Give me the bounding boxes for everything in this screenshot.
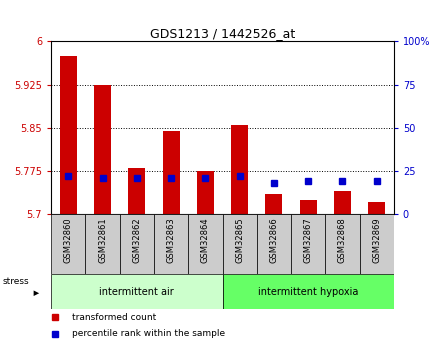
Bar [231, 125, 248, 214]
Bar [128, 168, 146, 214]
Bar [120, 214, 154, 274]
Bar [222, 214, 257, 274]
Bar [154, 214, 188, 274]
Bar [162, 130, 180, 214]
Bar [60, 56, 77, 214]
Bar [51, 274, 223, 309]
Bar [334, 191, 351, 214]
Text: GSM32864: GSM32864 [201, 217, 210, 263]
Text: GSM32866: GSM32866 [269, 217, 279, 263]
Text: GSM32861: GSM32861 [98, 217, 107, 263]
Text: intermittent air: intermittent air [100, 287, 174, 296]
Bar [85, 214, 120, 274]
Text: GSM32863: GSM32863 [166, 217, 176, 263]
Bar [222, 274, 394, 309]
Bar [51, 214, 85, 274]
Bar [368, 203, 385, 214]
Text: transformed count: transformed count [72, 313, 156, 322]
Bar [94, 85, 111, 214]
Text: GSM32862: GSM32862 [132, 217, 142, 263]
Text: GSM32860: GSM32860 [64, 217, 73, 263]
Text: GSM32865: GSM32865 [235, 217, 244, 263]
Bar [188, 214, 222, 274]
Text: stress: stress [3, 277, 29, 286]
Text: GSM32869: GSM32869 [372, 217, 381, 263]
Bar [299, 199, 317, 214]
Title: GDS1213 / 1442526_at: GDS1213 / 1442526_at [150, 27, 295, 40]
Bar [360, 214, 394, 274]
Text: GSM32867: GSM32867 [303, 217, 313, 263]
Bar [291, 214, 325, 274]
Text: intermittent hypoxia: intermittent hypoxia [258, 287, 358, 296]
Bar [197, 171, 214, 214]
Bar [325, 214, 360, 274]
Text: percentile rank within the sample: percentile rank within the sample [72, 329, 225, 338]
Bar [257, 214, 291, 274]
Bar [265, 194, 283, 214]
Text: GSM32868: GSM32868 [338, 217, 347, 263]
